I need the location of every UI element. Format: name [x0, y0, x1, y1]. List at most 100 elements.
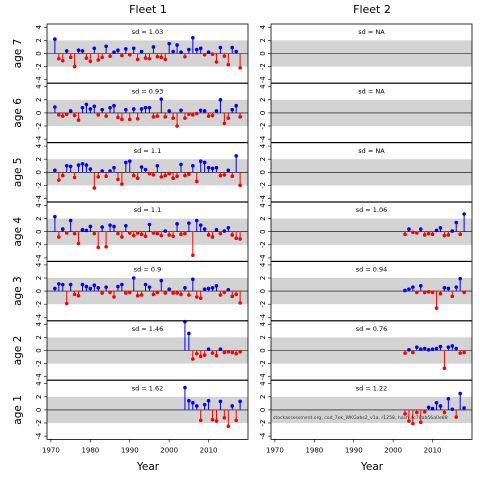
point	[72, 231, 77, 236]
point	[214, 109, 219, 113]
y-tick-label: -2	[259, 182, 267, 189]
point	[155, 163, 160, 168]
point	[222, 54, 227, 58]
y-tick-label: 2	[259, 38, 267, 42]
point	[238, 301, 242, 305]
point	[175, 174, 179, 179]
point	[116, 48, 120, 53]
point	[403, 351, 407, 355]
x-tick-label: 1990	[121, 446, 139, 454]
point	[112, 165, 116, 170]
y-tick-label: 2	[35, 395, 43, 399]
point	[462, 290, 466, 295]
point	[206, 114, 211, 118]
point	[68, 218, 73, 223]
point	[206, 165, 211, 170]
point	[92, 231, 97, 236]
point	[108, 223, 112, 227]
point	[218, 97, 223, 102]
point	[194, 179, 199, 184]
point	[167, 233, 171, 237]
y-tick-label: -2	[35, 420, 43, 427]
y-tick-label: -4	[35, 135, 43, 143]
watermark: stockassessment.org, cod_7ek_WKGabs2_v1a…	[273, 415, 448, 421]
point	[418, 227, 423, 231]
point	[430, 406, 435, 411]
point	[210, 286, 215, 290]
annotation: sd = 1.1	[134, 206, 161, 214]
point	[202, 287, 207, 291]
point	[450, 407, 455, 412]
point	[147, 105, 152, 110]
point	[415, 231, 419, 235]
point	[72, 113, 77, 118]
column-header: Fleet 2	[353, 3, 391, 16]
point	[135, 293, 140, 298]
point	[92, 104, 97, 109]
y-tick-label: 4	[259, 84, 267, 89]
y-tick-label: 4	[35, 322, 43, 327]
point	[222, 290, 227, 295]
point	[198, 159, 203, 163]
panel: -4 -2 0 2 4 sd = 1.46	[35, 319, 249, 381]
point	[422, 410, 427, 414]
point	[60, 173, 65, 178]
point	[127, 53, 132, 57]
point	[222, 350, 227, 355]
point	[194, 404, 199, 408]
y-tick-label: 0	[259, 170, 267, 174]
point	[442, 410, 447, 415]
y-tick-label: -4	[259, 373, 267, 381]
point	[238, 115, 242, 119]
point	[418, 284, 423, 288]
point	[124, 224, 128, 228]
panel: -4 -2 0 2 4 sd = 0.94	[259, 261, 473, 322]
point	[167, 41, 171, 46]
point	[407, 287, 411, 291]
point	[454, 346, 459, 351]
panel: -4 -2 0 2 4 sd = 1.1	[35, 201, 249, 262]
point	[139, 232, 144, 237]
point	[403, 412, 407, 416]
point	[155, 290, 160, 295]
y-tick-label: -4	[259, 313, 267, 321]
annotation: sd = 0.9	[134, 266, 161, 274]
y-tick-label: -2	[35, 241, 43, 248]
point	[179, 292, 183, 297]
x-tick-label: 1970	[42, 446, 60, 454]
row-label: age 1	[12, 395, 24, 425]
point	[187, 172, 191, 177]
point	[222, 121, 227, 126]
point	[183, 319, 187, 324]
point	[214, 353, 219, 358]
y-tick-label: -2	[35, 182, 43, 189]
point	[411, 421, 415, 426]
point	[230, 294, 235, 299]
point	[120, 282, 124, 287]
point	[131, 173, 136, 178]
y-tick-label: 0	[259, 51, 267, 55]
point	[194, 111, 199, 116]
point	[76, 293, 81, 298]
panel: -4 -2 0 2 4 sd = 0.9	[35, 261, 249, 322]
point	[234, 49, 238, 54]
annotation: sd = 1.06	[356, 206, 388, 214]
point	[171, 176, 175, 180]
point	[159, 233, 164, 238]
point	[438, 404, 443, 408]
y-tick-label: 4	[35, 143, 43, 148]
point	[191, 35, 195, 40]
point	[135, 231, 140, 235]
y-tick-label: 0	[259, 289, 267, 293]
point	[112, 50, 116, 54]
point	[60, 282, 65, 287]
point	[80, 282, 85, 287]
point	[234, 418, 238, 423]
y-tick-label: 2	[259, 216, 267, 220]
y-tick-label: 0	[259, 111, 267, 115]
point	[194, 218, 199, 223]
x-tick-label: 2010	[200, 446, 218, 454]
point	[88, 286, 93, 291]
point	[64, 301, 69, 306]
point	[214, 419, 219, 423]
